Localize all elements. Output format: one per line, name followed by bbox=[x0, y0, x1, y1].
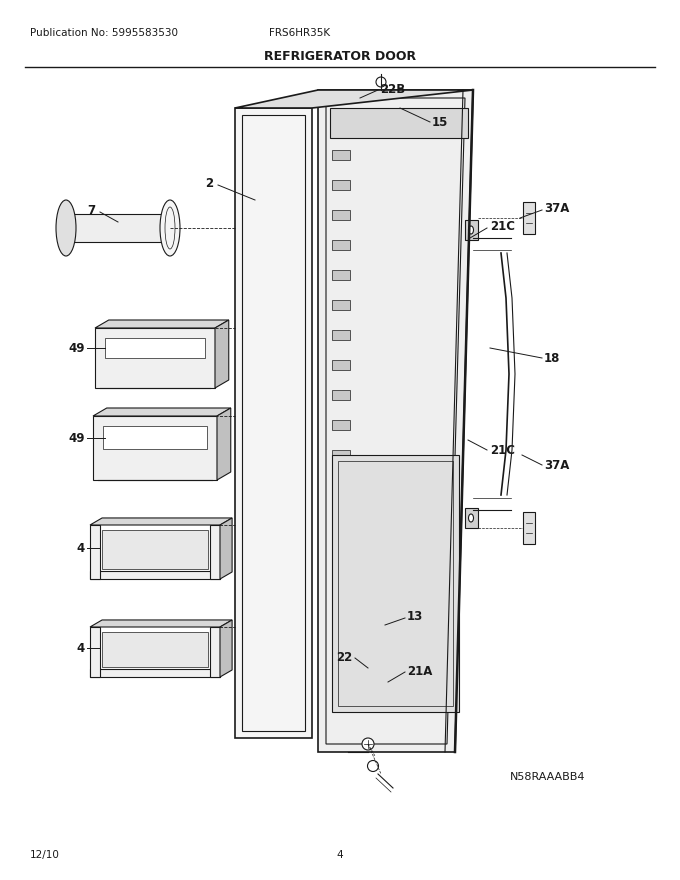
Polygon shape bbox=[332, 455, 459, 712]
Polygon shape bbox=[102, 530, 208, 569]
Text: 21C: 21C bbox=[490, 444, 515, 457]
Polygon shape bbox=[102, 632, 208, 667]
Polygon shape bbox=[523, 512, 535, 544]
Polygon shape bbox=[210, 525, 220, 579]
Polygon shape bbox=[332, 360, 350, 370]
Polygon shape bbox=[523, 202, 535, 234]
Polygon shape bbox=[332, 450, 350, 460]
Polygon shape bbox=[330, 108, 468, 138]
Polygon shape bbox=[90, 627, 100, 677]
Text: 13: 13 bbox=[407, 610, 423, 622]
Text: 37A: 37A bbox=[544, 458, 569, 472]
Polygon shape bbox=[66, 214, 170, 242]
Text: 22: 22 bbox=[336, 650, 352, 664]
Polygon shape bbox=[215, 320, 228, 388]
Text: 49: 49 bbox=[69, 341, 85, 355]
Polygon shape bbox=[332, 210, 350, 220]
Polygon shape bbox=[332, 150, 350, 160]
Polygon shape bbox=[220, 518, 232, 579]
Polygon shape bbox=[235, 90, 473, 108]
Text: 4: 4 bbox=[77, 642, 85, 655]
Text: 49: 49 bbox=[69, 431, 85, 444]
Polygon shape bbox=[465, 220, 478, 240]
Polygon shape bbox=[103, 426, 207, 449]
Ellipse shape bbox=[469, 514, 473, 522]
Polygon shape bbox=[332, 480, 350, 490]
Polygon shape bbox=[90, 518, 232, 525]
Ellipse shape bbox=[56, 200, 76, 256]
Polygon shape bbox=[332, 420, 350, 430]
Text: 12/10: 12/10 bbox=[30, 850, 60, 860]
Ellipse shape bbox=[367, 760, 379, 772]
Polygon shape bbox=[332, 270, 350, 280]
Text: 7: 7 bbox=[87, 203, 95, 216]
Polygon shape bbox=[332, 180, 350, 190]
Polygon shape bbox=[90, 525, 100, 579]
Polygon shape bbox=[220, 620, 232, 677]
Text: 15: 15 bbox=[432, 115, 448, 128]
Text: 21A: 21A bbox=[407, 664, 432, 678]
Text: Publication No: 5995583530: Publication No: 5995583530 bbox=[30, 28, 178, 38]
Text: 22B: 22B bbox=[380, 83, 405, 96]
Polygon shape bbox=[235, 108, 312, 738]
Ellipse shape bbox=[160, 200, 180, 256]
Polygon shape bbox=[217, 408, 231, 480]
Polygon shape bbox=[90, 669, 220, 677]
Polygon shape bbox=[332, 300, 350, 310]
Text: 2: 2 bbox=[205, 177, 213, 189]
Ellipse shape bbox=[376, 77, 386, 87]
Polygon shape bbox=[93, 408, 231, 416]
Text: 18: 18 bbox=[544, 351, 560, 364]
Polygon shape bbox=[332, 240, 350, 250]
Polygon shape bbox=[332, 390, 350, 400]
Polygon shape bbox=[90, 571, 220, 579]
Polygon shape bbox=[465, 508, 478, 528]
Ellipse shape bbox=[469, 226, 473, 234]
Text: FRS6HR35K: FRS6HR35K bbox=[269, 28, 330, 38]
Ellipse shape bbox=[362, 738, 374, 750]
Polygon shape bbox=[95, 320, 228, 328]
Text: REFRIGERATOR DOOR: REFRIGERATOR DOOR bbox=[264, 50, 416, 63]
Polygon shape bbox=[332, 330, 350, 340]
Polygon shape bbox=[318, 90, 473, 752]
Text: 37A: 37A bbox=[544, 202, 569, 215]
Polygon shape bbox=[210, 627, 220, 677]
Text: 4: 4 bbox=[77, 541, 85, 554]
Polygon shape bbox=[332, 540, 350, 550]
Polygon shape bbox=[95, 328, 215, 388]
Polygon shape bbox=[90, 620, 232, 627]
Text: 21C: 21C bbox=[490, 219, 515, 232]
Polygon shape bbox=[332, 510, 350, 520]
Polygon shape bbox=[105, 338, 205, 358]
Text: 4: 4 bbox=[337, 850, 343, 860]
Text: N58RAAABB4: N58RAAABB4 bbox=[510, 772, 585, 782]
Polygon shape bbox=[93, 416, 217, 480]
